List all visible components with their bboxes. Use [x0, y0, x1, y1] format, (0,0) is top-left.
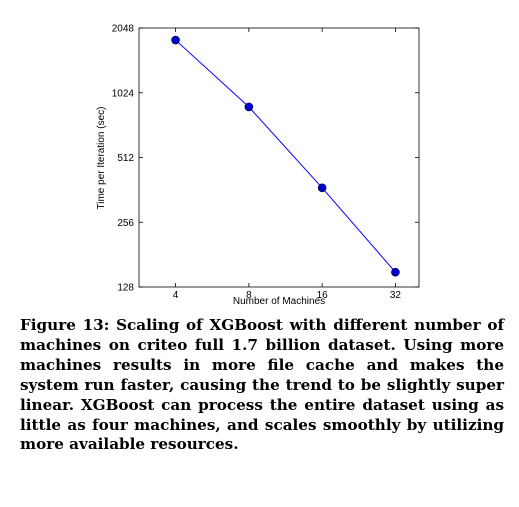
- y-axis-label: Time per Iteration (sec): [96, 107, 107, 210]
- x-axis-label: Number of Machines: [233, 296, 325, 307]
- data-point: [391, 267, 400, 277]
- x-tick-label: 4: [173, 290, 179, 301]
- y-tick-label: 128: [117, 283, 134, 294]
- caption-label: Figure 13:: [20, 316, 110, 334]
- x-tick-label: 32: [390, 290, 402, 301]
- y-tick-label: 1024: [112, 88, 135, 99]
- y-tick-label: 512: [117, 153, 134, 164]
- series-line: [175, 39, 396, 273]
- x-axis: 4 8 16 32: [173, 28, 402, 301]
- x-tick-label: 16: [317, 290, 329, 301]
- figure-caption: Figure 13: Scaling of XGBoost with diffe…: [20, 316, 504, 455]
- data-point: [317, 183, 327, 193]
- y-tick-label: 256: [117, 218, 134, 229]
- data-point: [171, 35, 180, 45]
- plot-area: [138, 27, 420, 288]
- y-axis: 128 256 512 1024 2048: [112, 24, 419, 294]
- caption-text: Scaling of XGBoost with different number…: [20, 316, 504, 454]
- x-tick-label: 8: [246, 290, 252, 301]
- y-tick-label: 2048: [112, 24, 135, 35]
- series-group: [171, 35, 400, 277]
- data-point: [244, 102, 254, 112]
